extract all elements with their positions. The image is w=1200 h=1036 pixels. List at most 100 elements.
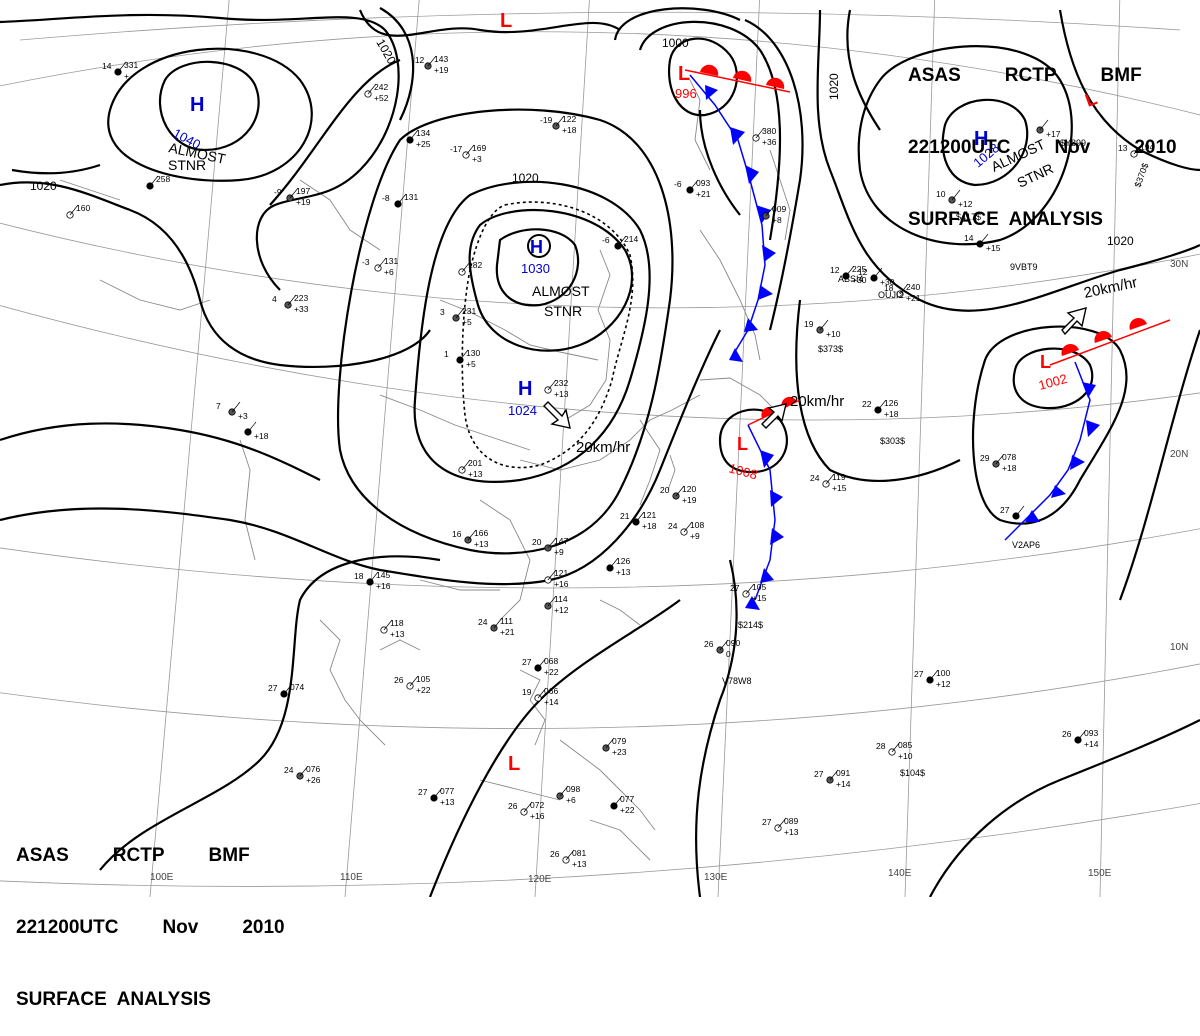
wind-barb xyxy=(461,459,471,471)
station-temperature: 20 xyxy=(660,485,670,495)
wind-barb xyxy=(461,261,471,273)
cold-front-tooth xyxy=(1082,382,1096,398)
station-tendency: +33 xyxy=(294,304,309,314)
station-pressure: 223 xyxy=(294,293,308,303)
station-tendency: +19 xyxy=(682,495,697,505)
header-code: BMF xyxy=(1100,65,1142,86)
station-pressure: 147 xyxy=(554,536,568,546)
pressure-value: 1002 xyxy=(1037,371,1069,393)
station-pressure: 108 xyxy=(690,520,704,530)
station-temperature: 3 xyxy=(440,307,445,317)
station-tendency: +22 xyxy=(620,805,635,815)
station-plot: 19 066+14 xyxy=(522,686,559,707)
station-tendency: +14 xyxy=(1084,739,1099,749)
station-plot: 126+13 xyxy=(606,556,631,577)
station-tendency: +9 xyxy=(690,531,700,541)
station-temperature: -19 xyxy=(540,115,553,125)
station-pressure: 242 xyxy=(374,82,388,92)
wind-barb xyxy=(377,257,387,269)
wind-barb xyxy=(745,583,755,595)
station-pressure: 131 xyxy=(384,256,398,266)
ship-id: 9VBT9 xyxy=(1010,262,1038,272)
station-temperature: 29 xyxy=(980,453,990,463)
station-tendency: +8 xyxy=(772,215,782,225)
station-plot: 24 108+9 xyxy=(668,520,704,541)
station-plot: 22 126+18 xyxy=(862,398,899,419)
latitude-label: 30N xyxy=(1170,259,1188,270)
station-temperature: 24 xyxy=(284,765,294,775)
station-plot: 27 091+14 xyxy=(814,768,851,789)
station-plot: 27 100+12 xyxy=(914,668,951,689)
station-temperature: 21 xyxy=(620,511,630,521)
station-plot: 7 +3 xyxy=(216,401,248,421)
station-plot: -6 214 xyxy=(602,234,638,250)
station-temperature: 26 xyxy=(508,801,518,811)
cold-front-tooth xyxy=(729,348,743,362)
station-temperature: 4 xyxy=(272,294,277,304)
station-tendency: +5 xyxy=(466,359,476,369)
station-temperature: -3 xyxy=(362,257,370,267)
station-tendency: +52 xyxy=(374,93,389,103)
wind-barb xyxy=(547,569,557,581)
station-pressure: 093 xyxy=(696,178,710,188)
fronts xyxy=(684,64,1171,610)
wind-barb xyxy=(537,657,547,669)
station-plot: 21 121+18 xyxy=(620,510,657,531)
station-temperature: -9 xyxy=(274,187,282,197)
station-temperature: 27 xyxy=(814,769,824,779)
station-temperature: 26 xyxy=(550,849,560,859)
header-time: 221200UTC xyxy=(16,917,119,938)
station-tendency: +21 xyxy=(500,627,515,637)
station-pressure: 240 xyxy=(906,282,920,292)
station-tendency: +19 xyxy=(434,65,449,75)
warm-front-lobe xyxy=(766,77,785,89)
wind-barb xyxy=(547,595,557,607)
ship-id: ABSI4 xyxy=(838,274,864,284)
wind-barb xyxy=(877,399,887,411)
isobar-label: 1020 xyxy=(512,171,539,185)
station-pressure: 074 xyxy=(290,682,304,692)
station-temperature: 7 xyxy=(216,401,221,411)
station-tendency: +17 xyxy=(1046,129,1061,139)
station-plot: 118+13 xyxy=(380,618,405,639)
wind-barb xyxy=(433,787,443,799)
ship-id: V2AP6 xyxy=(1012,540,1040,550)
station-tendency: +22 xyxy=(544,667,559,677)
wind-barb xyxy=(523,801,533,813)
low-pressure-symbol: L xyxy=(508,753,520,775)
wind-barb xyxy=(635,511,645,523)
station-plot: -6 093+21 xyxy=(674,178,711,199)
station-pressure: 090 xyxy=(726,638,740,648)
header-time: 221200UTC xyxy=(908,137,1011,158)
low-pressure-symbol: L xyxy=(737,434,748,454)
station-plot: 182 xyxy=(458,260,482,276)
wind-barb xyxy=(383,619,393,631)
wind-barb xyxy=(493,617,503,629)
wind-barb xyxy=(409,129,419,141)
station-tendency: +16 xyxy=(530,811,545,821)
longitude-label: 130E xyxy=(704,872,728,883)
station-temperature: 27 xyxy=(1000,505,1010,515)
wind-barb xyxy=(1133,143,1143,155)
wind-barb xyxy=(427,55,437,67)
ship-id: $Y899 xyxy=(1060,138,1086,148)
station-tendency: +23 xyxy=(612,747,627,757)
station-pressure: 134 xyxy=(416,128,430,138)
wind-barb xyxy=(559,785,569,797)
station-temperature: 27 xyxy=(914,669,924,679)
header-agency: ASAS xyxy=(908,65,961,86)
station-plot: 1 130+5 xyxy=(444,348,480,369)
station-temperature: 19 xyxy=(804,319,814,329)
station-tendency: +12 xyxy=(936,679,951,689)
longitude-label: 100E xyxy=(150,872,174,883)
station-tendency: +18 xyxy=(642,521,657,531)
station-plot: +17 xyxy=(1036,119,1061,139)
high-centre-ring xyxy=(527,234,551,258)
isobar-label: 1020 xyxy=(827,73,841,100)
wind-barb xyxy=(689,179,699,191)
station-plot: 121+16 xyxy=(544,568,569,589)
wind-barb xyxy=(819,319,829,331)
station-plot: 380+36 xyxy=(752,126,777,147)
station-tendency: +15 xyxy=(752,593,767,603)
wind-barb xyxy=(117,61,127,73)
